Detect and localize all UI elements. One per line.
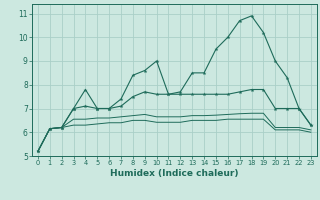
X-axis label: Humidex (Indice chaleur): Humidex (Indice chaleur) xyxy=(110,169,239,178)
